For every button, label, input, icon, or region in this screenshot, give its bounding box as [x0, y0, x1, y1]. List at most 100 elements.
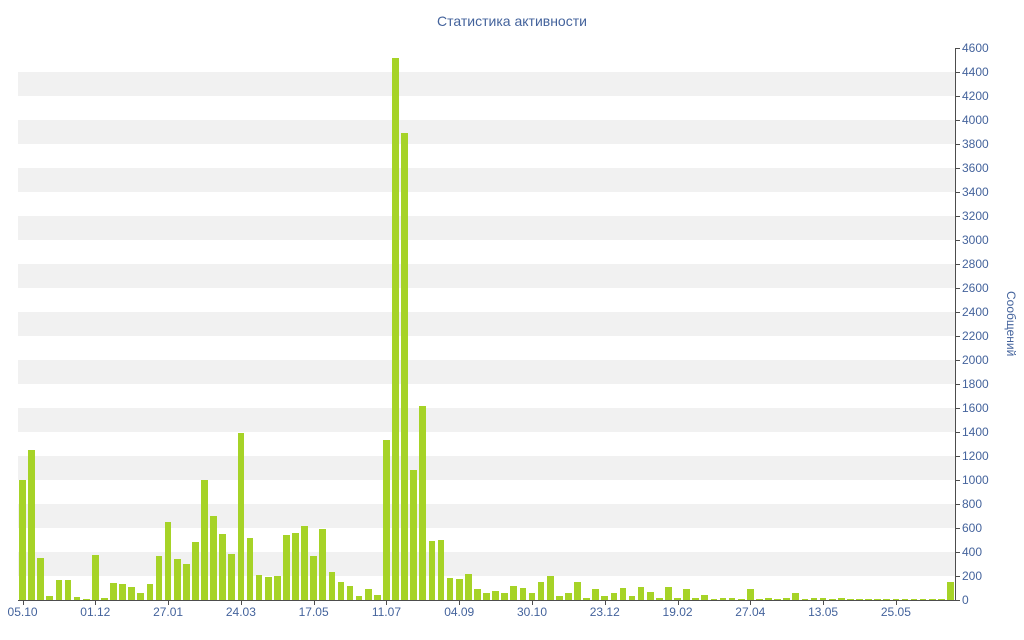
bar[interactable]: [801, 598, 809, 600]
bar[interactable]: [128, 586, 136, 600]
bar[interactable]: [528, 592, 536, 600]
bar[interactable]: [146, 584, 154, 600]
bar[interactable]: [19, 480, 26, 600]
bar[interactable]: [628, 596, 636, 600]
bar[interactable]: [155, 555, 163, 600]
bar[interactable]: [947, 582, 954, 600]
bar[interactable]: [46, 596, 54, 600]
bar[interactable]: [182, 564, 190, 600]
bar[interactable]: [428, 541, 436, 600]
bar[interactable]: [819, 597, 827, 600]
bar[interactable]: [692, 597, 700, 600]
bar[interactable]: [765, 598, 772, 600]
bar[interactable]: [355, 596, 363, 600]
bar[interactable]: [519, 588, 527, 600]
bar[interactable]: [728, 598, 736, 600]
bar[interactable]: [683, 589, 690, 600]
bar[interactable]: [328, 572, 336, 600]
bar[interactable]: [55, 580, 63, 600]
bar[interactable]: [28, 450, 35, 600]
bar[interactable]: [792, 592, 800, 600]
bar[interactable]: [246, 537, 254, 600]
bar[interactable]: [555, 596, 563, 600]
bar[interactable]: [210, 516, 217, 600]
bar[interactable]: [619, 588, 627, 600]
bar[interactable]: [319, 529, 327, 600]
bar[interactable]: [537, 582, 545, 600]
bar[interactable]: [646, 591, 654, 600]
bar[interactable]: [610, 592, 618, 600]
bar[interactable]: [37, 558, 45, 600]
bar[interactable]: [746, 589, 754, 600]
bar[interactable]: [419, 405, 427, 600]
bar[interactable]: [264, 576, 272, 600]
bar[interactable]: [783, 597, 791, 600]
bar[interactable]: [492, 591, 499, 600]
bar[interactable]: [437, 540, 445, 600]
bar[interactable]: [701, 595, 709, 600]
bar[interactable]: [847, 599, 854, 600]
bar[interactable]: [383, 440, 390, 600]
bar[interactable]: [483, 592, 490, 600]
bar[interactable]: [737, 598, 745, 600]
bar[interactable]: [192, 542, 199, 600]
bar[interactable]: [301, 525, 308, 600]
bar[interactable]: [346, 585, 354, 600]
bar[interactable]: [173, 559, 181, 600]
bar[interactable]: [710, 598, 718, 600]
bar[interactable]: [756, 598, 763, 600]
bar[interactable]: [164, 522, 172, 600]
bar[interactable]: [919, 599, 927, 600]
bar[interactable]: [856, 598, 863, 600]
bar[interactable]: [892, 598, 900, 600]
bar[interactable]: [574, 582, 581, 600]
bar[interactable]: [455, 579, 463, 600]
bar[interactable]: [137, 592, 145, 600]
bar[interactable]: [583, 597, 590, 600]
bar[interactable]: [837, 598, 845, 600]
bar[interactable]: [501, 592, 509, 600]
bar[interactable]: [82, 598, 90, 600]
bar[interactable]: [637, 586, 645, 600]
bar[interactable]: [565, 592, 572, 600]
bar[interactable]: [337, 582, 345, 600]
bar[interactable]: [228, 554, 236, 600]
bar[interactable]: [928, 599, 936, 600]
bar[interactable]: [64, 580, 72, 600]
bar[interactable]: [364, 589, 372, 600]
bar[interactable]: [273, 576, 281, 600]
bar[interactable]: [510, 585, 518, 600]
bar[interactable]: [665, 586, 672, 600]
bar[interactable]: [810, 598, 818, 600]
bar[interactable]: [674, 598, 681, 600]
bar[interactable]: [446, 578, 454, 600]
bar[interactable]: [410, 470, 418, 600]
bar[interactable]: [219, 534, 227, 600]
bar[interactable]: [938, 598, 945, 600]
bar[interactable]: [101, 597, 108, 600]
bar[interactable]: [237, 433, 245, 600]
bar[interactable]: [201, 480, 208, 600]
bar[interactable]: [255, 574, 263, 600]
bar[interactable]: [546, 576, 554, 600]
bar[interactable]: [119, 584, 126, 600]
bar[interactable]: [883, 599, 891, 600]
bar[interactable]: [91, 555, 99, 600]
bar[interactable]: [283, 534, 290, 600]
bar[interactable]: [910, 598, 918, 600]
bar[interactable]: [874, 598, 881, 600]
bar[interactable]: [474, 589, 481, 600]
bar[interactable]: [901, 599, 909, 600]
bar[interactable]: [401, 133, 408, 600]
bar[interactable]: [464, 573, 472, 600]
bar[interactable]: [110, 583, 117, 600]
bar[interactable]: [373, 595, 381, 600]
bar[interactable]: [601, 596, 609, 600]
bar[interactable]: [392, 57, 399, 600]
bar[interactable]: [865, 599, 872, 600]
bar[interactable]: [592, 589, 599, 600]
bar[interactable]: [655, 597, 663, 600]
bar[interactable]: [828, 598, 836, 600]
bar[interactable]: [73, 597, 81, 600]
bar[interactable]: [310, 555, 317, 600]
